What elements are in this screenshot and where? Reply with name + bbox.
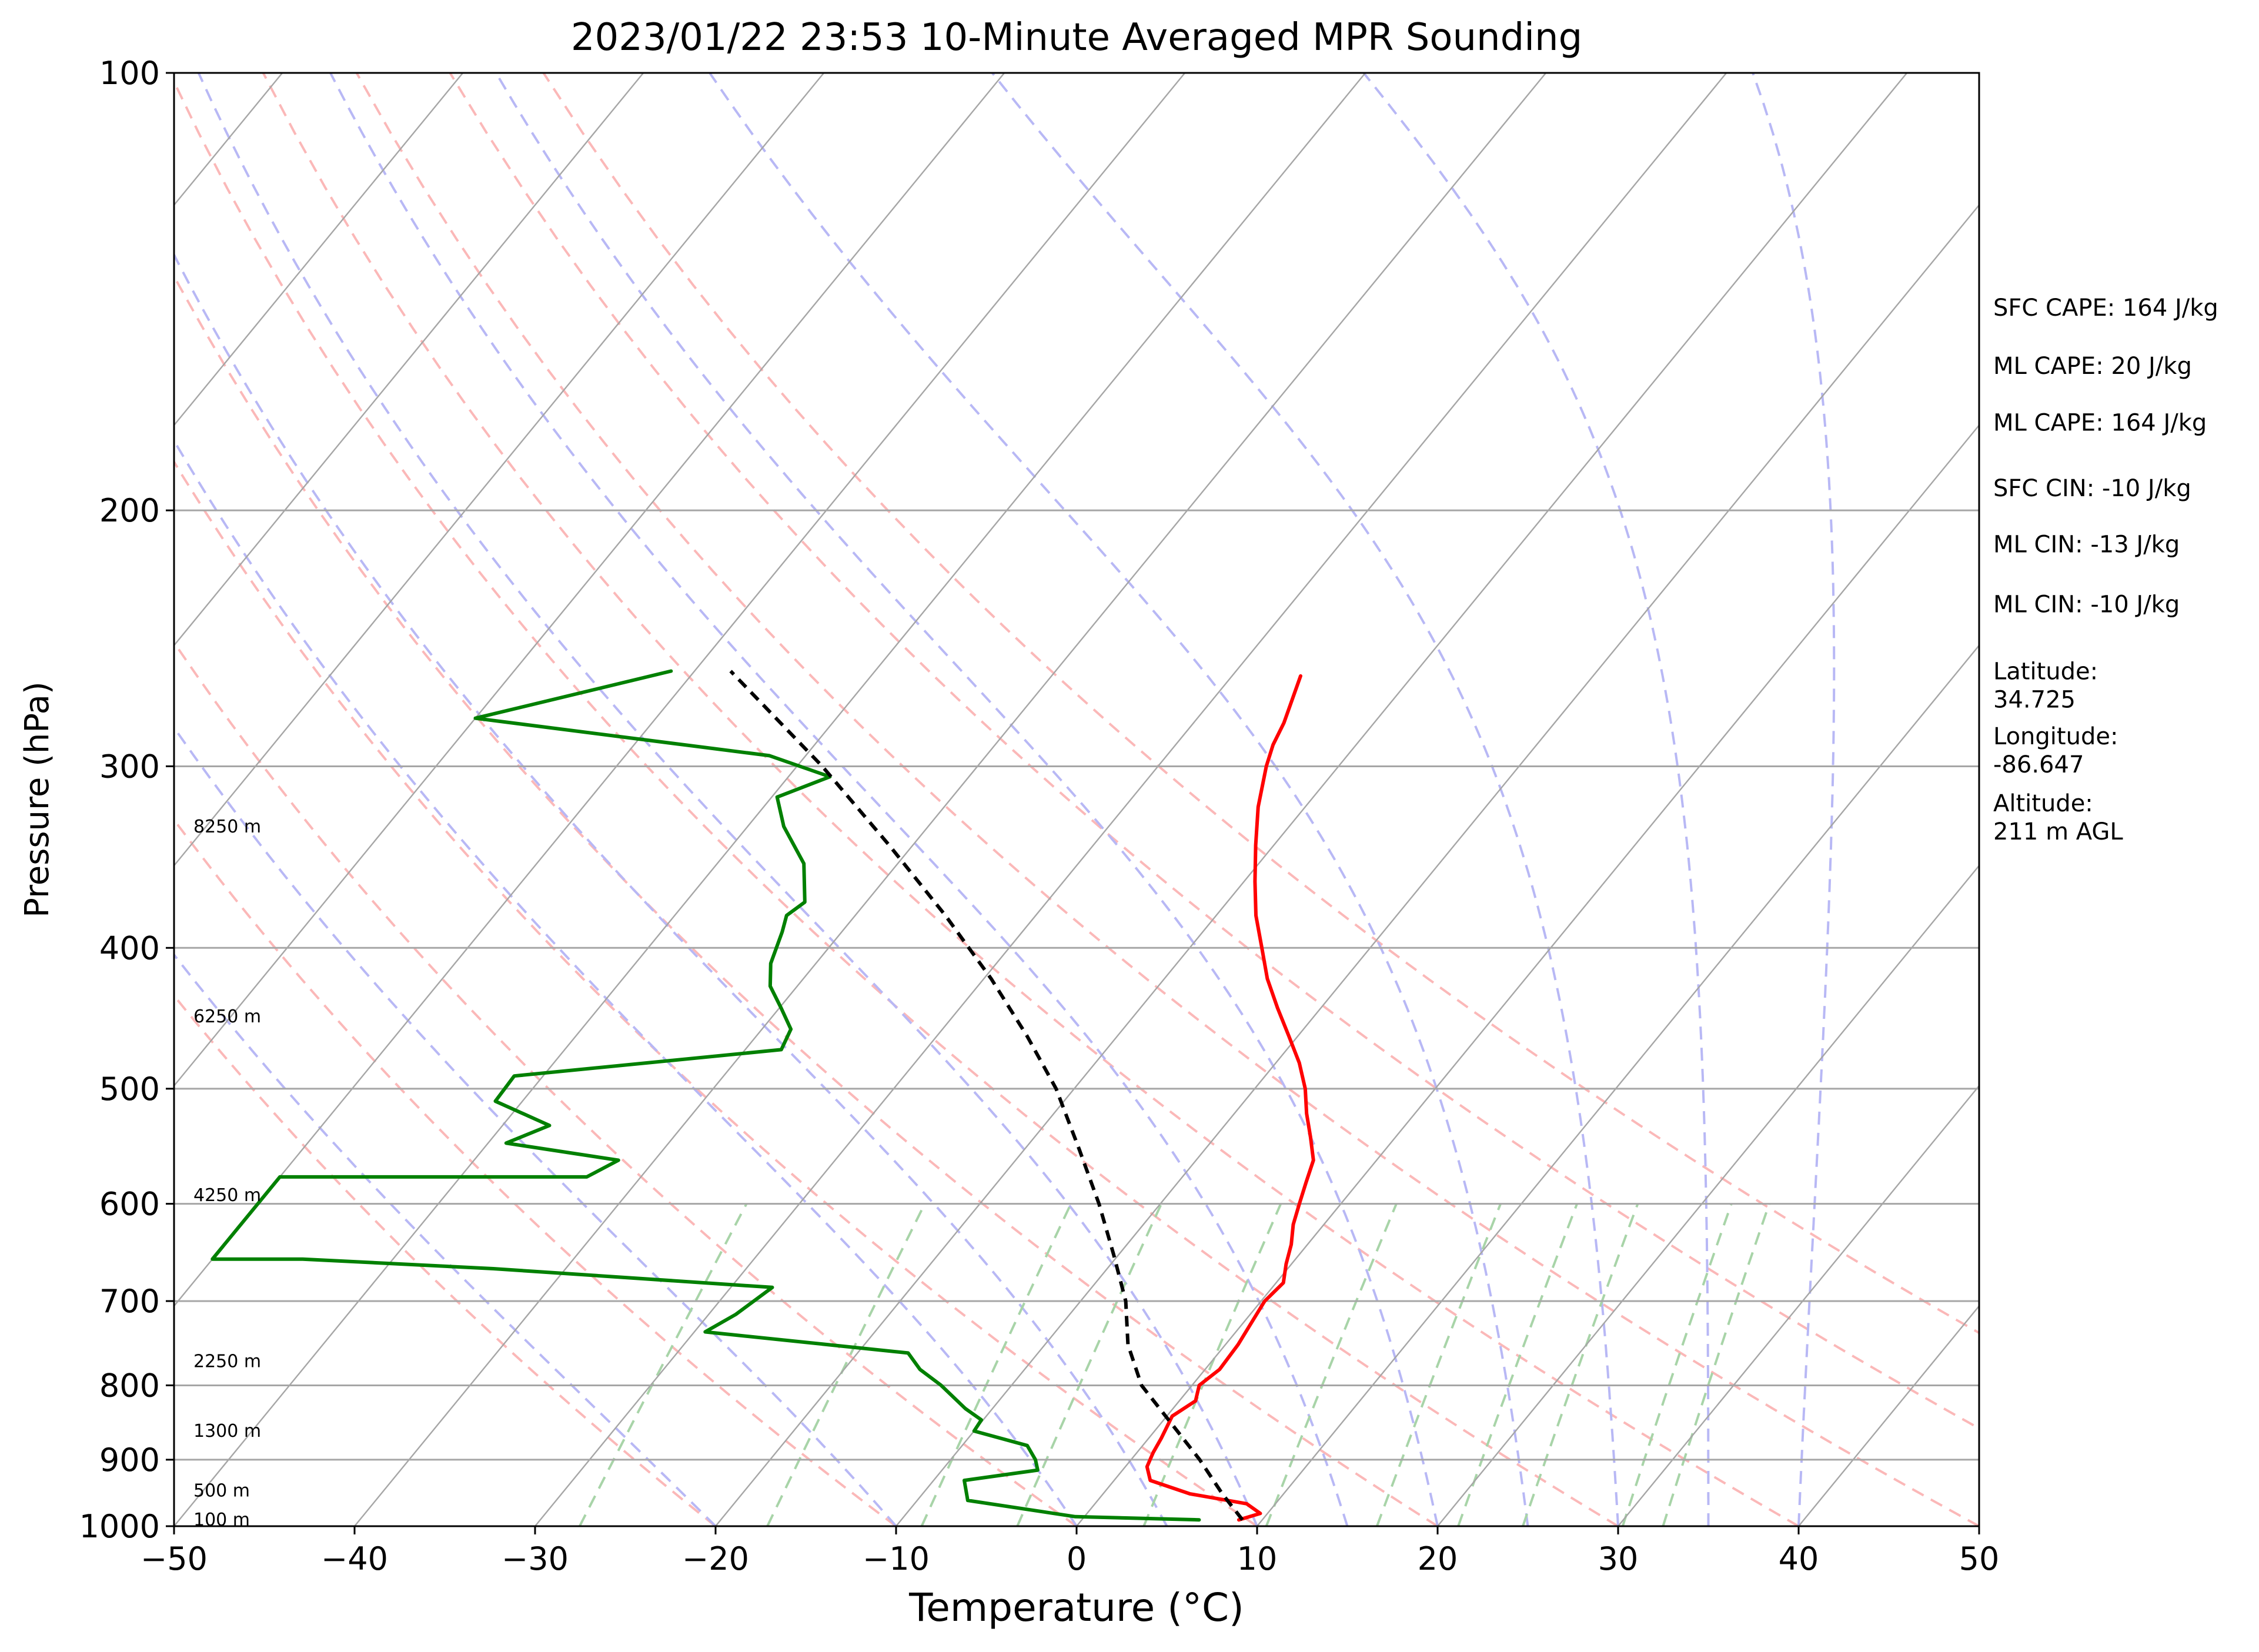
- dry-adiabat: [174, 640, 1078, 1526]
- dry-adiabat: [174, 79, 1619, 1526]
- mixing-ratio-line: [920, 1203, 1072, 1526]
- isotherm: [1257, 644, 1979, 1526]
- isotherm: [1076, 424, 1979, 1526]
- x-tick-label: −10: [863, 1540, 930, 1577]
- dewpoint-profile-line: [210, 669, 1201, 1522]
- x-tick-label: 40: [1779, 1540, 1819, 1577]
- isotherm: [174, 73, 1005, 1087]
- annotation-text: SFC CIN: -10 J/kg: [1993, 475, 2191, 502]
- moist-adiabat: [991, 73, 1619, 1526]
- y-tick-label: 700: [99, 1283, 160, 1320]
- x-tick-label: 10: [1237, 1540, 1278, 1577]
- x-tick-label: −40: [321, 1540, 388, 1577]
- annotation-text: Latitude:: [1993, 658, 2098, 685]
- mixing-ratio-line: [579, 1203, 748, 1526]
- annotation-text: 211 m AGL: [1993, 818, 2123, 845]
- isotherm: [354, 73, 1547, 1526]
- annotations: SFC CAPE: 164 J/kg ML CAPE: 20 J/kg ML CAP…: [1993, 295, 2218, 845]
- parcel-profile-line: [729, 670, 1244, 1521]
- isotherm: [174, 73, 1366, 1526]
- height-label: 2250 m: [193, 1351, 261, 1372]
- y-tick-label: 300: [99, 748, 160, 785]
- annotation-text: SFC CAPE: 164 J/kg: [1993, 295, 2218, 322]
- y-tick-label: 900: [99, 1442, 160, 1479]
- x-tick-label: 0: [1067, 1540, 1087, 1577]
- y-tick-label: 100: [99, 55, 160, 92]
- moist-adiabat: [197, 73, 1258, 1526]
- mixing-ratio-line: [1142, 1203, 1282, 1526]
- isotherm: [534, 73, 1727, 1526]
- height-label: 4250 m: [193, 1185, 261, 1206]
- isotherm: [1618, 1085, 1979, 1526]
- sounding-series: [210, 669, 1315, 1522]
- isotherm: [174, 73, 1186, 1307]
- dry-adiabat: [174, 994, 717, 1526]
- moist-adiabat: [494, 73, 1439, 1526]
- moist-adiabat: [174, 952, 717, 1526]
- background-lines: [174, 73, 1979, 1526]
- dry-adiabat: [174, 459, 1258, 1526]
- dry-adiabat: [355, 73, 1979, 1526]
- dry-adiabat: [542, 73, 1979, 1335]
- isotherm: [174, 73, 825, 867]
- x-tick-label: −50: [141, 1540, 208, 1577]
- x-axis-label: Temperature (°C): [908, 1585, 1244, 1630]
- dry-adiabat: [262, 73, 1800, 1526]
- isotherm: [174, 73, 464, 427]
- annotation-text: ML CAPE: 164 J/kg: [1993, 410, 2207, 437]
- moist-adiabat: [709, 73, 1529, 1526]
- moist-adiabat: [329, 73, 1349, 1526]
- y-tick-label: 1000: [79, 1508, 160, 1545]
- temperature-profile-line: [1145, 674, 1315, 1522]
- height-label: 100 m: [193, 1510, 250, 1530]
- isotherm: [715, 73, 1908, 1526]
- mixing-ratio-line: [1016, 1203, 1163, 1526]
- y-axis-label: Pressure (hPa): [18, 681, 56, 918]
- height-label: 1300 m: [193, 1421, 261, 1442]
- dry-adiabat: [174, 818, 897, 1526]
- annotation-text: ML CIN: -13 J/kg: [1993, 531, 2180, 559]
- annotation-text: 34.725: [1993, 687, 2076, 714]
- annotation-text: -86.647: [1993, 751, 2084, 778]
- isotherm: [895, 203, 1979, 1526]
- moist-adiabat: [1752, 73, 1836, 1526]
- mixing-ratio-line: [1457, 1203, 1578, 1526]
- height-label: 500 m: [193, 1480, 250, 1501]
- x-tick-label: −30: [502, 1540, 569, 1577]
- x-tick-label: 30: [1598, 1540, 1639, 1577]
- height-label: 8250 m: [193, 817, 261, 837]
- moist-adiabat: [174, 438, 1078, 1526]
- mixing-ratio-line: [766, 1203, 926, 1526]
- y-tick-label: 400: [99, 929, 160, 967]
- x-tick-label: 20: [1418, 1540, 1458, 1577]
- isotherm: [1437, 864, 1979, 1526]
- isotherm: [174, 73, 644, 647]
- mixing-ratio-line: [1522, 1203, 1639, 1526]
- chart-title: 2023/01/22 23:53 10-Minute Averaged MPR …: [571, 16, 1582, 59]
- mixing-ratio-line: [1662, 1203, 1770, 1526]
- dry-adiabat: [174, 273, 1439, 1526]
- x-tick-label: 50: [1959, 1540, 2000, 1577]
- y-tick-label: 600: [99, 1186, 160, 1223]
- annotation-text: ML CAPE: 20 J/kg: [1993, 353, 2192, 380]
- x-tick-label: −20: [682, 1540, 749, 1577]
- y-tick-label: 800: [99, 1367, 160, 1404]
- moist-adiabat: [174, 725, 897, 1526]
- moist-adiabat: [174, 252, 1168, 1526]
- annotation-text: Longitude:: [1993, 723, 2118, 750]
- annotation-text: Altitude:: [1993, 790, 2093, 817]
- annotation-text: ML CIN: -10 J/kg: [1993, 591, 2180, 618]
- height-label: 6250 m: [193, 1006, 261, 1027]
- y-tick-label: 200: [99, 492, 160, 529]
- moist-adiabat: [1362, 73, 1710, 1526]
- dry-adiabat: [449, 73, 1979, 1430]
- y-tick-label: 500: [99, 1071, 160, 1108]
